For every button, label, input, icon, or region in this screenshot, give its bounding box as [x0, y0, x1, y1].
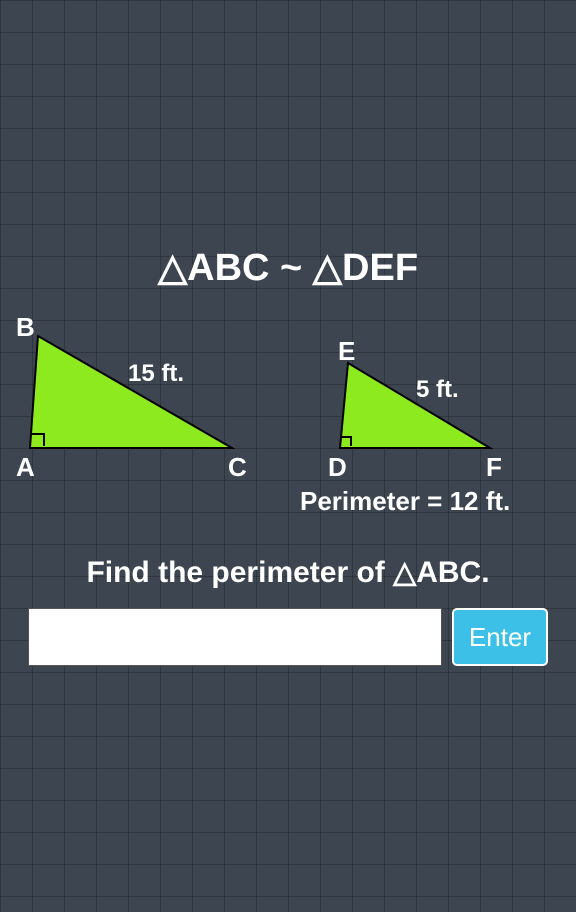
similarity-statement: △ABC ~ △DEF [0, 245, 576, 290]
triangles-figure: A B C 15 ft. D E F 5 ft. Perimeter = 12 … [0, 318, 576, 518]
vertex-label-f: F [486, 452, 502, 483]
hypotenuse-label-abc: 15 ft. [128, 360, 184, 388]
answer-input[interactable] [28, 608, 442, 666]
vertex-label-e: E [338, 336, 355, 367]
triangle-def [340, 363, 490, 448]
hypotenuse-label-def: 5 ft. [416, 376, 459, 404]
enter-button[interactable]: Enter [452, 608, 548, 666]
vertex-label-c: C [228, 452, 247, 483]
question-text: Find the perimeter of △ABC. [0, 555, 576, 590]
vertex-label-d: D [328, 452, 347, 483]
perimeter-label-def: Perimeter = 12 ft. [300, 486, 510, 517]
vertex-label-a: A [16, 452, 35, 483]
vertex-label-b: B [16, 312, 35, 343]
triangle-abc [30, 336, 232, 448]
answer-row: Enter [28, 608, 548, 666]
